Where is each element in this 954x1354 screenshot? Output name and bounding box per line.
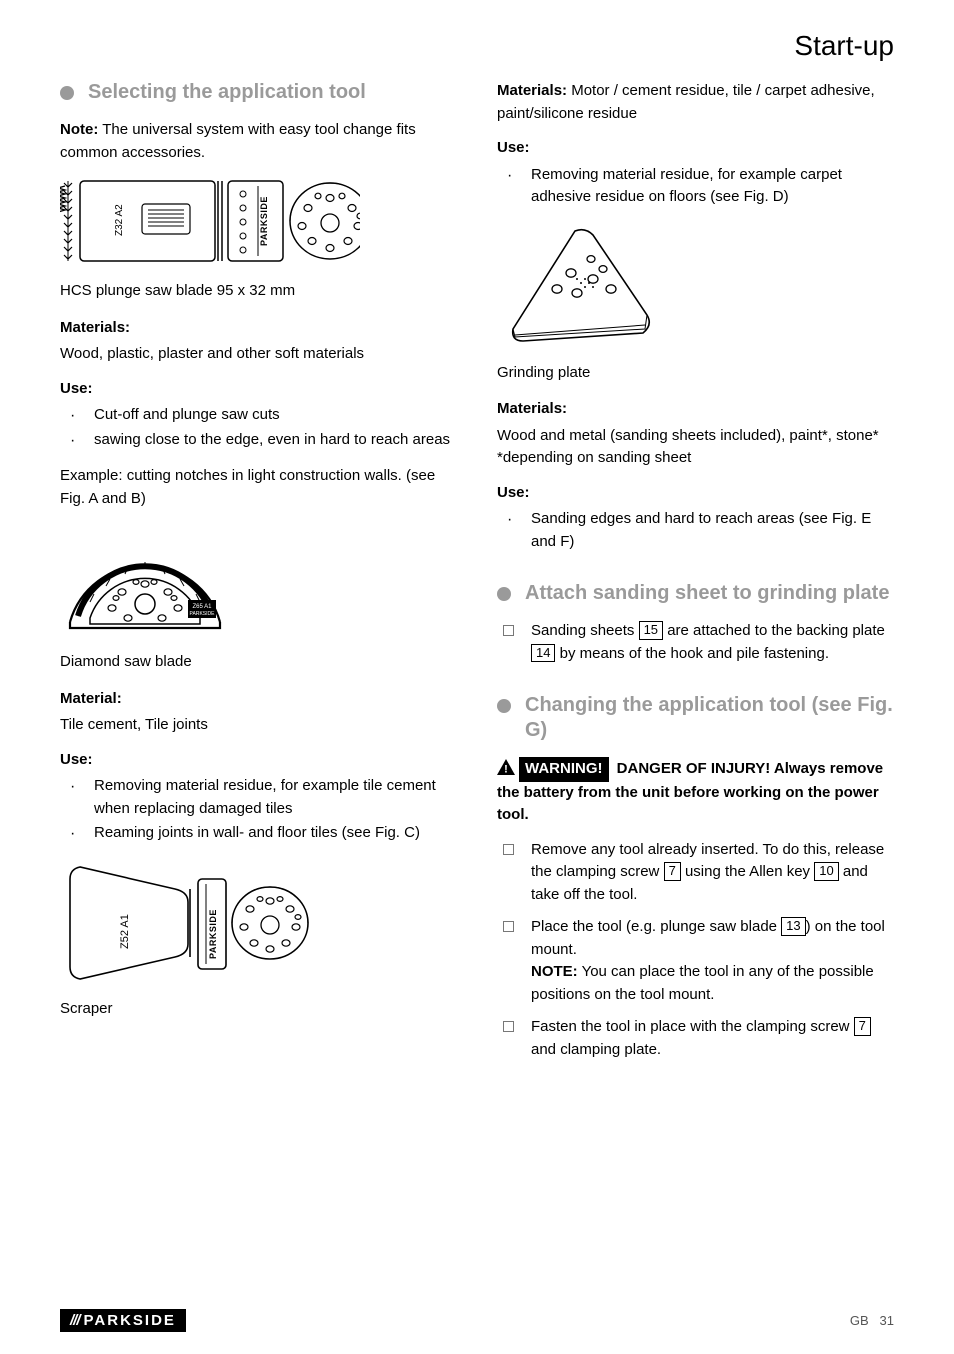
note-text: The universal system with easy tool chan…: [60, 121, 416, 161]
heading-attach: Attach sanding sheet to grinding plate: [497, 581, 894, 606]
text: using the Allen key: [681, 863, 814, 880]
list-item: Remove any tool already inserted. To do …: [497, 839, 894, 907]
note-label: Note:: [60, 121, 98, 138]
list-item: Removing material residue, for example t…: [60, 775, 457, 820]
list-item: Sanding sheets 15 are attached to the ba…: [497, 620, 894, 665]
list-item: Cut-off and plunge saw cuts: [60, 404, 457, 427]
brand-badge: /// PARKSIDE: [60, 1309, 186, 1332]
materials-text-r2b: *depending on sanding sheet: [497, 447, 894, 470]
svg-text:Z52 A1: Z52 A1: [119, 914, 131, 949]
list-item: Removing material residue, for example c…: [497, 164, 894, 209]
text: by means of the hook and pile fastening.: [555, 645, 829, 662]
heading-text: Attach sanding sheet to grinding plate: [525, 581, 889, 606]
text: are attached to the backing plate: [663, 622, 885, 639]
list-item: Fasten the tool in place with the clampi…: [497, 1016, 894, 1061]
figure-diamond-blade: Z65 A1 PARKSIDE: [60, 522, 457, 647]
svg-text:!: !: [504, 764, 508, 776]
ref-number: 7: [664, 862, 681, 881]
text: Fasten the tool in place with the clampi…: [531, 1018, 854, 1035]
material-label-2: Material:: [60, 688, 457, 711]
ref-number: 7: [854, 1017, 871, 1036]
materials-label-r2: Materials:: [497, 398, 894, 421]
text: and clamping plate.: [531, 1041, 661, 1058]
bullet-icon: [497, 699, 511, 713]
svg-text:Z65 A1: Z65 A1: [192, 604, 212, 610]
page-number: GB 31: [850, 1313, 894, 1328]
list-item: sawing close to the edge, even in hard t…: [60, 429, 457, 452]
warning-block: ! WARNING! DANGER OF INJURY! Always remo…: [497, 757, 894, 827]
ref-number: 14: [531, 644, 555, 663]
right-column: Materials: Motor / cement residue, tile …: [497, 80, 894, 1075]
list-item: Place the tool (e.g. plunge saw blade 13…: [497, 916, 894, 1006]
warning-icon: !: [497, 759, 515, 775]
page-footer: /// PARKSIDE GB 31: [60, 1309, 894, 1332]
heading-change: Changing the application tool (see Fig. …: [497, 693, 894, 743]
page-no: 31: [880, 1313, 894, 1328]
attach-list: Sanding sheets 15 are attached to the ba…: [497, 620, 894, 665]
svg-text:PARKSIDE: PARKSIDE: [190, 611, 216, 617]
warning-label: WARNING!: [519, 757, 609, 782]
text: Sanding sheets: [531, 622, 639, 639]
svg-text:PARKSIDE: PARKSIDE: [259, 196, 269, 246]
warning-danger: DANGER OF INJURY!: [613, 760, 774, 777]
figure-grinding-plate: [497, 223, 894, 358]
figure-caption-2: Diamond saw blade: [60, 651, 457, 674]
figure-scraper: Z52 A1 PARKSIDE: [60, 859, 457, 994]
figure-caption-4: Grinding plate: [497, 362, 894, 385]
use-list-r1: Removing material residue, for example c…: [497, 164, 894, 209]
use-label-r2: Use:: [497, 482, 894, 505]
svg-text:Z32 A2: Z32 A2: [114, 204, 125, 236]
country-code: GB: [850, 1313, 869, 1328]
use-list-2: Removing material residue, for example t…: [60, 775, 457, 845]
text: Place the tool (e.g. plunge saw blade: [531, 918, 781, 935]
heading-text: Selecting the application tool: [88, 80, 366, 105]
example-text: Example: cutting notches in light constr…: [60, 465, 457, 510]
material-text-2: Tile cement, Tile joints: [60, 714, 457, 737]
materials-label: Materials:: [60, 317, 457, 340]
ref-number: 15: [639, 621, 663, 640]
list-item: Sanding edges and hard to reach areas (s…: [497, 508, 894, 553]
left-column: Selecting the application tool Note: The…: [60, 80, 457, 1075]
brand-stripes-icon: ///: [70, 1312, 80, 1329]
ref-number: 13: [781, 917, 805, 936]
use-label-r1: Use:: [497, 137, 894, 160]
list-item: Reaming joints in wall- and floor tiles …: [60, 822, 457, 845]
ref-number: 10: [814, 862, 838, 881]
figure-caption-3: Scraper: [60, 998, 457, 1021]
use-label-2: Use:: [60, 749, 457, 772]
brand-name: PARKSIDE: [84, 1312, 176, 1329]
use-list-1: Cut-off and plunge saw cuts sawing close…: [60, 404, 457, 451]
use-label: Use:: [60, 378, 457, 401]
heading-select-tool: Selecting the application tool: [60, 80, 457, 105]
note-label: NOTE:: [531, 963, 578, 980]
materials-text: Wood, plastic, plaster and other soft ma…: [60, 343, 457, 366]
note-text: You can place the tool in any of the pos…: [531, 963, 874, 1003]
change-list: Remove any tool already inserted. To do …: [497, 839, 894, 1062]
page-title: Start-up: [60, 30, 894, 62]
materials-text-r2a: Wood and metal (sanding sheets included)…: [497, 425, 894, 448]
bullet-icon: [60, 86, 74, 100]
materials-para-r1: Materials: Motor / cement residue, tile …: [497, 80, 894, 125]
heading-text: Changing the application tool (see Fig. …: [525, 693, 894, 743]
figure-caption-1: HCS plunge saw blade 95 x 32 mm: [60, 280, 457, 303]
use-list-r2: Sanding edges and hard to reach areas (s…: [497, 508, 894, 553]
note-paragraph: Note: The universal system with easy too…: [60, 119, 457, 164]
svg-text:PARKSIDE: PARKSIDE: [208, 909, 218, 959]
materials-label-r1: Materials:: [497, 82, 567, 99]
figure-plunge-blade: Z32 A2 PARKSIDE: [60, 176, 457, 276]
bullet-icon: [497, 587, 511, 601]
